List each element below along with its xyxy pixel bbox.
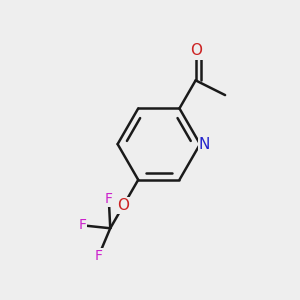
- Text: F: F: [78, 218, 86, 232]
- Text: N: N: [199, 136, 210, 152]
- Text: F: F: [105, 192, 113, 206]
- Text: F: F: [94, 249, 103, 263]
- Text: O: O: [190, 44, 202, 59]
- Text: O: O: [118, 198, 130, 213]
